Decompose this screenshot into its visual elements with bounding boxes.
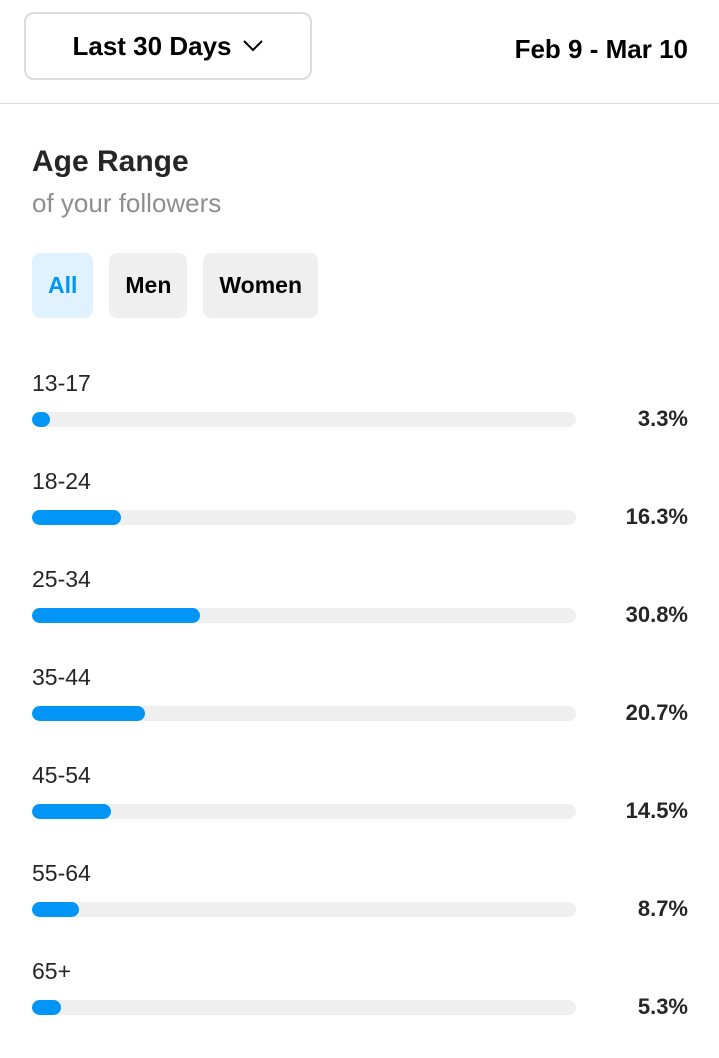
age-range-label: 25-34 [32, 566, 91, 592]
chevron-down-icon [243, 40, 264, 52]
age-range-bar-track [32, 1000, 576, 1015]
age-range-percentage: 30.8% [625, 602, 688, 627]
filter-men-button[interactable]: Men [109, 253, 188, 318]
date-range-dropdown[interactable]: Last 30 Days [24, 12, 312, 80]
age-range-row: 55-64 8.7% [0, 854, 719, 952]
section-subtitle: of your followers [32, 188, 222, 218]
age-range-bar-track [32, 608, 576, 623]
age-range-bar [32, 510, 121, 525]
age-range-label: 18-24 [32, 468, 91, 494]
age-range-bar [32, 902, 80, 917]
age-range-row: 18-24 16.3% [0, 462, 719, 560]
age-range-percentage: 5.3% [637, 994, 688, 1019]
date-range-dropdown-label: Last 30 Days [72, 30, 232, 61]
age-range-percentage: 3.3% [637, 406, 688, 431]
age-range-row: 35-44 20.7% [0, 658, 719, 756]
filter-women-button[interactable]: Women [203, 253, 319, 318]
header-bar: Last 30 Days Feb 9 - Mar 10 [0, 0, 719, 104]
age-range-percentage: 14.5% [625, 798, 688, 823]
age-range-bar-track [32, 706, 576, 721]
age-range-percentage: 20.7% [625, 700, 688, 725]
date-range-text: Feb 9 - Mar 10 [514, 34, 688, 64]
age-range-label: 45-54 [32, 762, 91, 788]
filter-all-button[interactable]: All [32, 253, 94, 318]
gender-filter-group: All Men Women [32, 253, 319, 318]
age-range-bar [32, 804, 111, 819]
age-range-label: 65+ [32, 958, 72, 984]
age-range-bar [32, 608, 200, 623]
age-range-bar [32, 706, 145, 721]
age-range-row: 45-54 14.5% [0, 756, 719, 854]
age-range-bar [32, 1000, 61, 1015]
age-range-bar-track [32, 510, 576, 525]
age-range-bar-track [32, 902, 576, 917]
age-range-label: 55-64 [32, 860, 91, 886]
age-range-row: 65+ 5.3% [0, 952, 719, 1050]
section-title: Age Range [32, 145, 189, 178]
age-range-label: 13-17 [32, 370, 91, 396]
age-range-percentage: 8.7% [637, 896, 688, 921]
age-range-chart: 13-17 3.3% 18-24 16.3% 25-34 30.8% 35-44 20.7% 4… [0, 364, 719, 1050]
age-range-bar-track [32, 412, 576, 427]
age-range-bar-track [32, 804, 576, 819]
age-range-label: 35-44 [32, 664, 91, 690]
age-range-bar [32, 412, 50, 427]
age-range-row: 13-17 3.3% [0, 364, 719, 462]
age-range-percentage: 16.3% [625, 504, 688, 529]
age-range-row: 25-34 30.8% [0, 560, 719, 658]
